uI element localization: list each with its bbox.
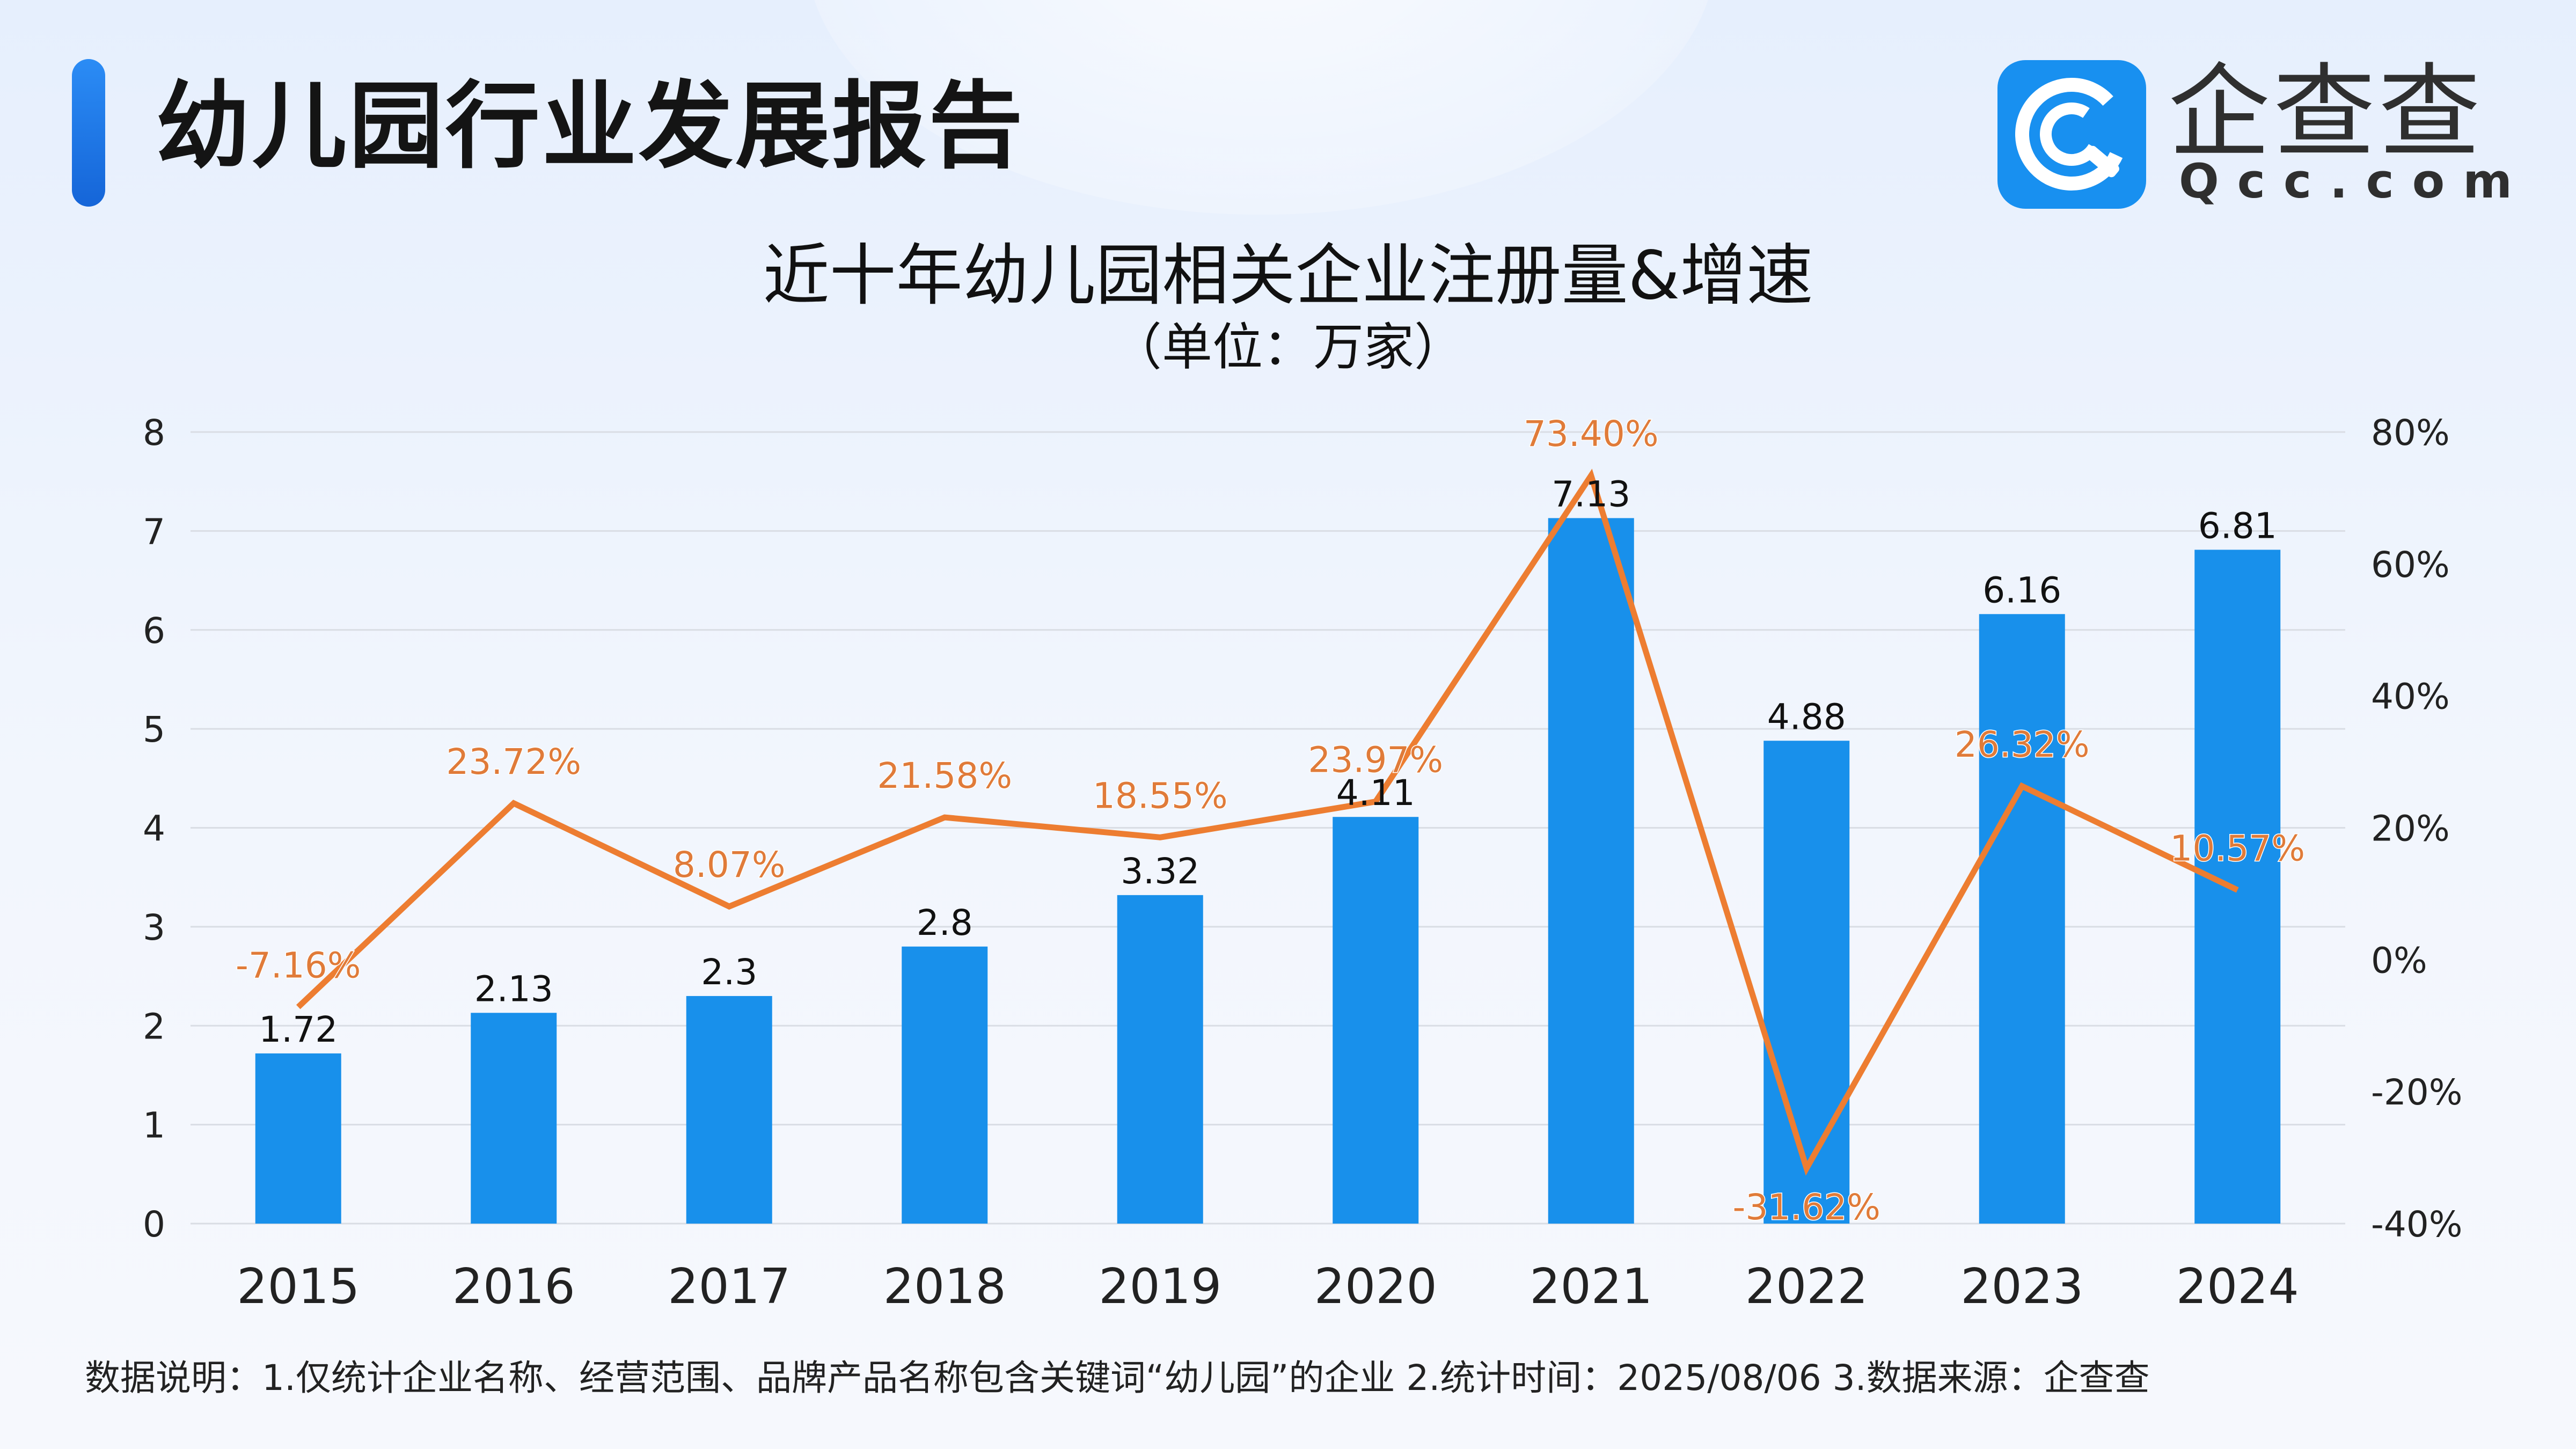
growth-value-label: 10.57% — [2170, 828, 2305, 869]
qcc-logo-icon — [1997, 60, 2146, 209]
chart-subtitle: （单位：万家） — [1111, 318, 1465, 377]
x-tick-label: 2024 — [2176, 1258, 2299, 1315]
bar-value-label: 2.13 — [474, 968, 553, 1009]
y-left-tick-label: 0 — [143, 1204, 165, 1245]
brand-url: Qcc.com — [2179, 153, 2530, 209]
growth-value-label: 23.97% — [1308, 740, 1443, 781]
bar — [1548, 518, 1634, 1224]
y-right-tick-label: 20% — [2371, 808, 2450, 850]
y-right-tick-label: 60% — [2371, 544, 2450, 586]
bar — [255, 1053, 341, 1224]
bar-value-label: 6.81 — [2198, 505, 2277, 546]
bar — [686, 996, 772, 1224]
bar — [471, 1013, 557, 1224]
growth-value-label: 73.40% — [1524, 413, 1659, 455]
bar-value-label: 2.8 — [917, 902, 973, 943]
bar — [1763, 741, 1850, 1224]
bar-value-label: 2.3 — [701, 952, 757, 993]
bar-value-label: 1.72 — [259, 1009, 338, 1050]
x-tick-label: 2019 — [1099, 1258, 1221, 1315]
y-left-tick-label: 6 — [143, 610, 165, 652]
y-left-tick-label: 3 — [143, 907, 165, 948]
chart-title: 近十年幼儿园相关企业注册量&增速 — [763, 237, 1813, 314]
bar-value-label: 4.11 — [1336, 772, 1415, 814]
x-tick-label: 2017 — [668, 1258, 791, 1315]
y-left-tick-label: 4 — [143, 808, 165, 850]
bar — [1979, 614, 2065, 1224]
x-tick-label: 2020 — [1314, 1258, 1437, 1315]
title-accent-bar — [72, 59, 105, 207]
x-tick-label: 2015 — [237, 1258, 360, 1315]
growth-line — [296, 469, 2239, 1176]
y-left-tick-label: 5 — [143, 709, 165, 750]
growth-value-label: 26.32% — [1955, 724, 2090, 765]
x-tick-label: 2016 — [452, 1258, 575, 1315]
growth-value-label: 18.55% — [1093, 775, 1228, 816]
bar — [1333, 817, 1419, 1224]
y-right-tick-label: 40% — [2371, 676, 2450, 718]
bar-value-label: 4.88 — [1767, 696, 1846, 737]
y-left-tick-label: 2 — [143, 1006, 165, 1047]
x-tick-label: 2018 — [883, 1258, 1006, 1315]
brand-name: 企查查 — [2168, 53, 2484, 172]
y-right-tick-label: -40% — [2371, 1204, 2463, 1245]
bar — [2194, 550, 2281, 1224]
page-title: 幼儿园行业发展报告 — [156, 71, 1026, 181]
bar — [902, 946, 988, 1224]
y-left-tick-label: 1 — [143, 1105, 165, 1146]
growth-value-label: 23.72% — [446, 741, 581, 782]
bar-value-label: 7.13 — [1552, 473, 1630, 515]
y-left-tick-label: 8 — [143, 412, 165, 453]
x-tick-label: 2023 — [1960, 1258, 2083, 1315]
x-tick-label: 2022 — [1745, 1258, 1868, 1315]
growth-value-label: -31.62% — [1733, 1187, 1880, 1228]
x-tick-label: 2021 — [1529, 1258, 1652, 1315]
growth-value-label: 8.07% — [673, 844, 786, 885]
bar — [1117, 895, 1203, 1224]
y-right-tick-label: 0% — [2371, 940, 2427, 981]
y-right-tick-label: -20% — [2371, 1072, 2463, 1113]
footer-note: 数据说明：1.仅统计企业名称、经营范围、品牌产品名称包含关键词“幼儿园”的企业 … — [85, 1357, 2150, 1399]
y-right-tick-label: 80% — [2371, 412, 2450, 453]
growth-value-label: 21.58% — [877, 755, 1012, 796]
y-left-tick-label: 7 — [143, 511, 165, 552]
bar-value-label: 6.16 — [1982, 569, 2061, 611]
growth-value-label: -7.16% — [236, 945, 361, 986]
bar-value-label: 3.32 — [1121, 851, 1199, 892]
